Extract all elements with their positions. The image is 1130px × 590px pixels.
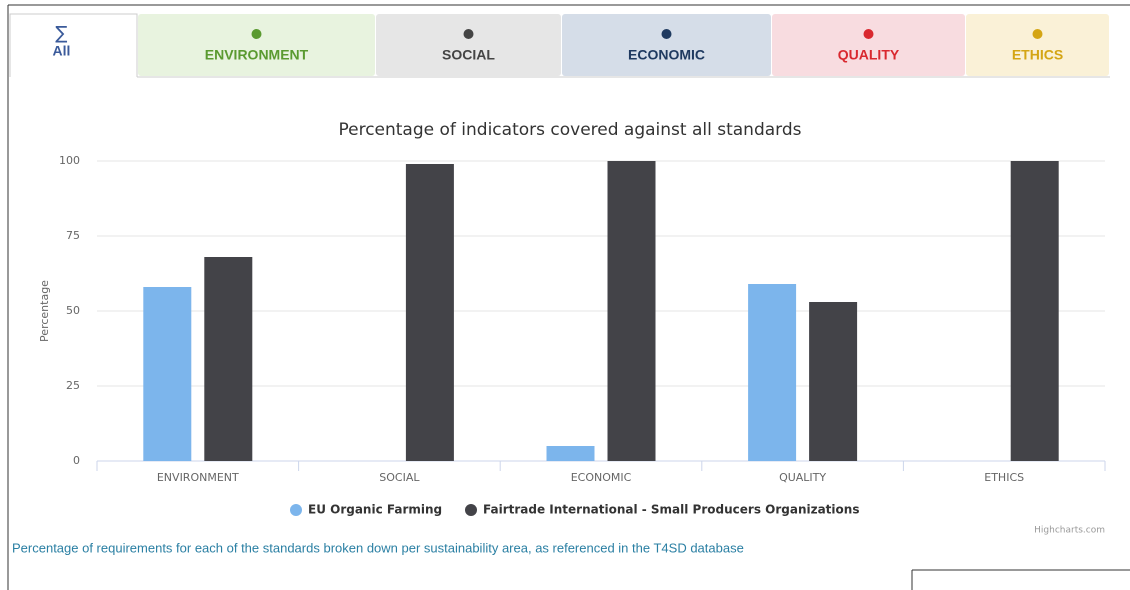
legend-marker — [290, 504, 302, 516]
tab[interactable]: ∑All — [9, 13, 138, 77]
tab-label: ECONOMIC — [628, 47, 705, 63]
legend-item[interactable]: EU Organic Farming — [290, 503, 442, 517]
bar — [748, 284, 797, 461]
y-tick-label: 100 — [59, 154, 80, 167]
tab-label: ENVIRONMENT — [205, 47, 309, 63]
tab-icon — [251, 29, 262, 39]
bar — [143, 287, 192, 461]
tab[interactable]: ETHICS — [966, 14, 1109, 76]
legend-label: EU Organic Farming — [308, 503, 442, 517]
tab-background — [562, 14, 771, 76]
legend-marker — [465, 504, 477, 516]
legend-item[interactable]: Fairtrade International - Small Producer… — [465, 503, 859, 517]
tab-icon — [463, 29, 474, 39]
tab-label: ETHICS — [1012, 47, 1063, 63]
bar — [607, 161, 656, 461]
tab-icon — [863, 29, 874, 39]
y-tick-label: 25 — [66, 379, 80, 392]
tab[interactable]: SOCIAL — [376, 14, 561, 76]
tab-border — [9, 13, 138, 77]
y-tick-label: 75 — [66, 229, 80, 242]
caption: Percentage of requirements for each of t… — [12, 540, 744, 555]
credits: Highcharts.com — [1034, 526, 1105, 536]
tab-background — [376, 14, 561, 76]
tab[interactable]: QUALITY — [772, 14, 965, 76]
chart-title: Percentage of indicators covered against… — [338, 120, 801, 140]
tab-label: All — [53, 43, 71, 59]
tab-icon — [1032, 29, 1043, 39]
x-tick-label: QUALITY — [779, 471, 826, 484]
tab-bar: ∑All ENVIRONMENT SOCIAL ECONOMIC QUALITY ETHI… — [9, 13, 1110, 78]
tab-label: SOCIAL — [442, 47, 495, 63]
x-tick-label: ETHICS — [984, 471, 1024, 484]
bar — [204, 257, 253, 461]
chart: Percentage of indicators covered against… — [38, 120, 1106, 536]
tab-background — [772, 14, 965, 76]
bar — [809, 302, 858, 461]
tab-icon — [661, 29, 672, 39]
tab[interactable]: ECONOMIC — [562, 14, 771, 76]
bar — [546, 446, 595, 461]
x-tick-label: SOCIAL — [379, 471, 420, 484]
x-tick-label: ECONOMIC — [571, 471, 632, 484]
y-tick-label: 0 — [73, 454, 80, 467]
tab-label: QUALITY — [838, 47, 900, 63]
legend-label: Fairtrade International - Small Producer… — [483, 503, 859, 517]
tab-background — [138, 14, 375, 76]
tab[interactable]: ENVIRONMENT — [138, 14, 375, 76]
bar — [405, 164, 454, 461]
y-axis-label: Percentage — [38, 280, 51, 342]
tab-symbol: ∑ — [55, 23, 67, 44]
x-tick-label: ENVIRONMENT — [157, 471, 239, 484]
y-tick-label: 50 — [66, 304, 80, 317]
bar — [1010, 161, 1059, 461]
tab-background — [966, 14, 1109, 76]
